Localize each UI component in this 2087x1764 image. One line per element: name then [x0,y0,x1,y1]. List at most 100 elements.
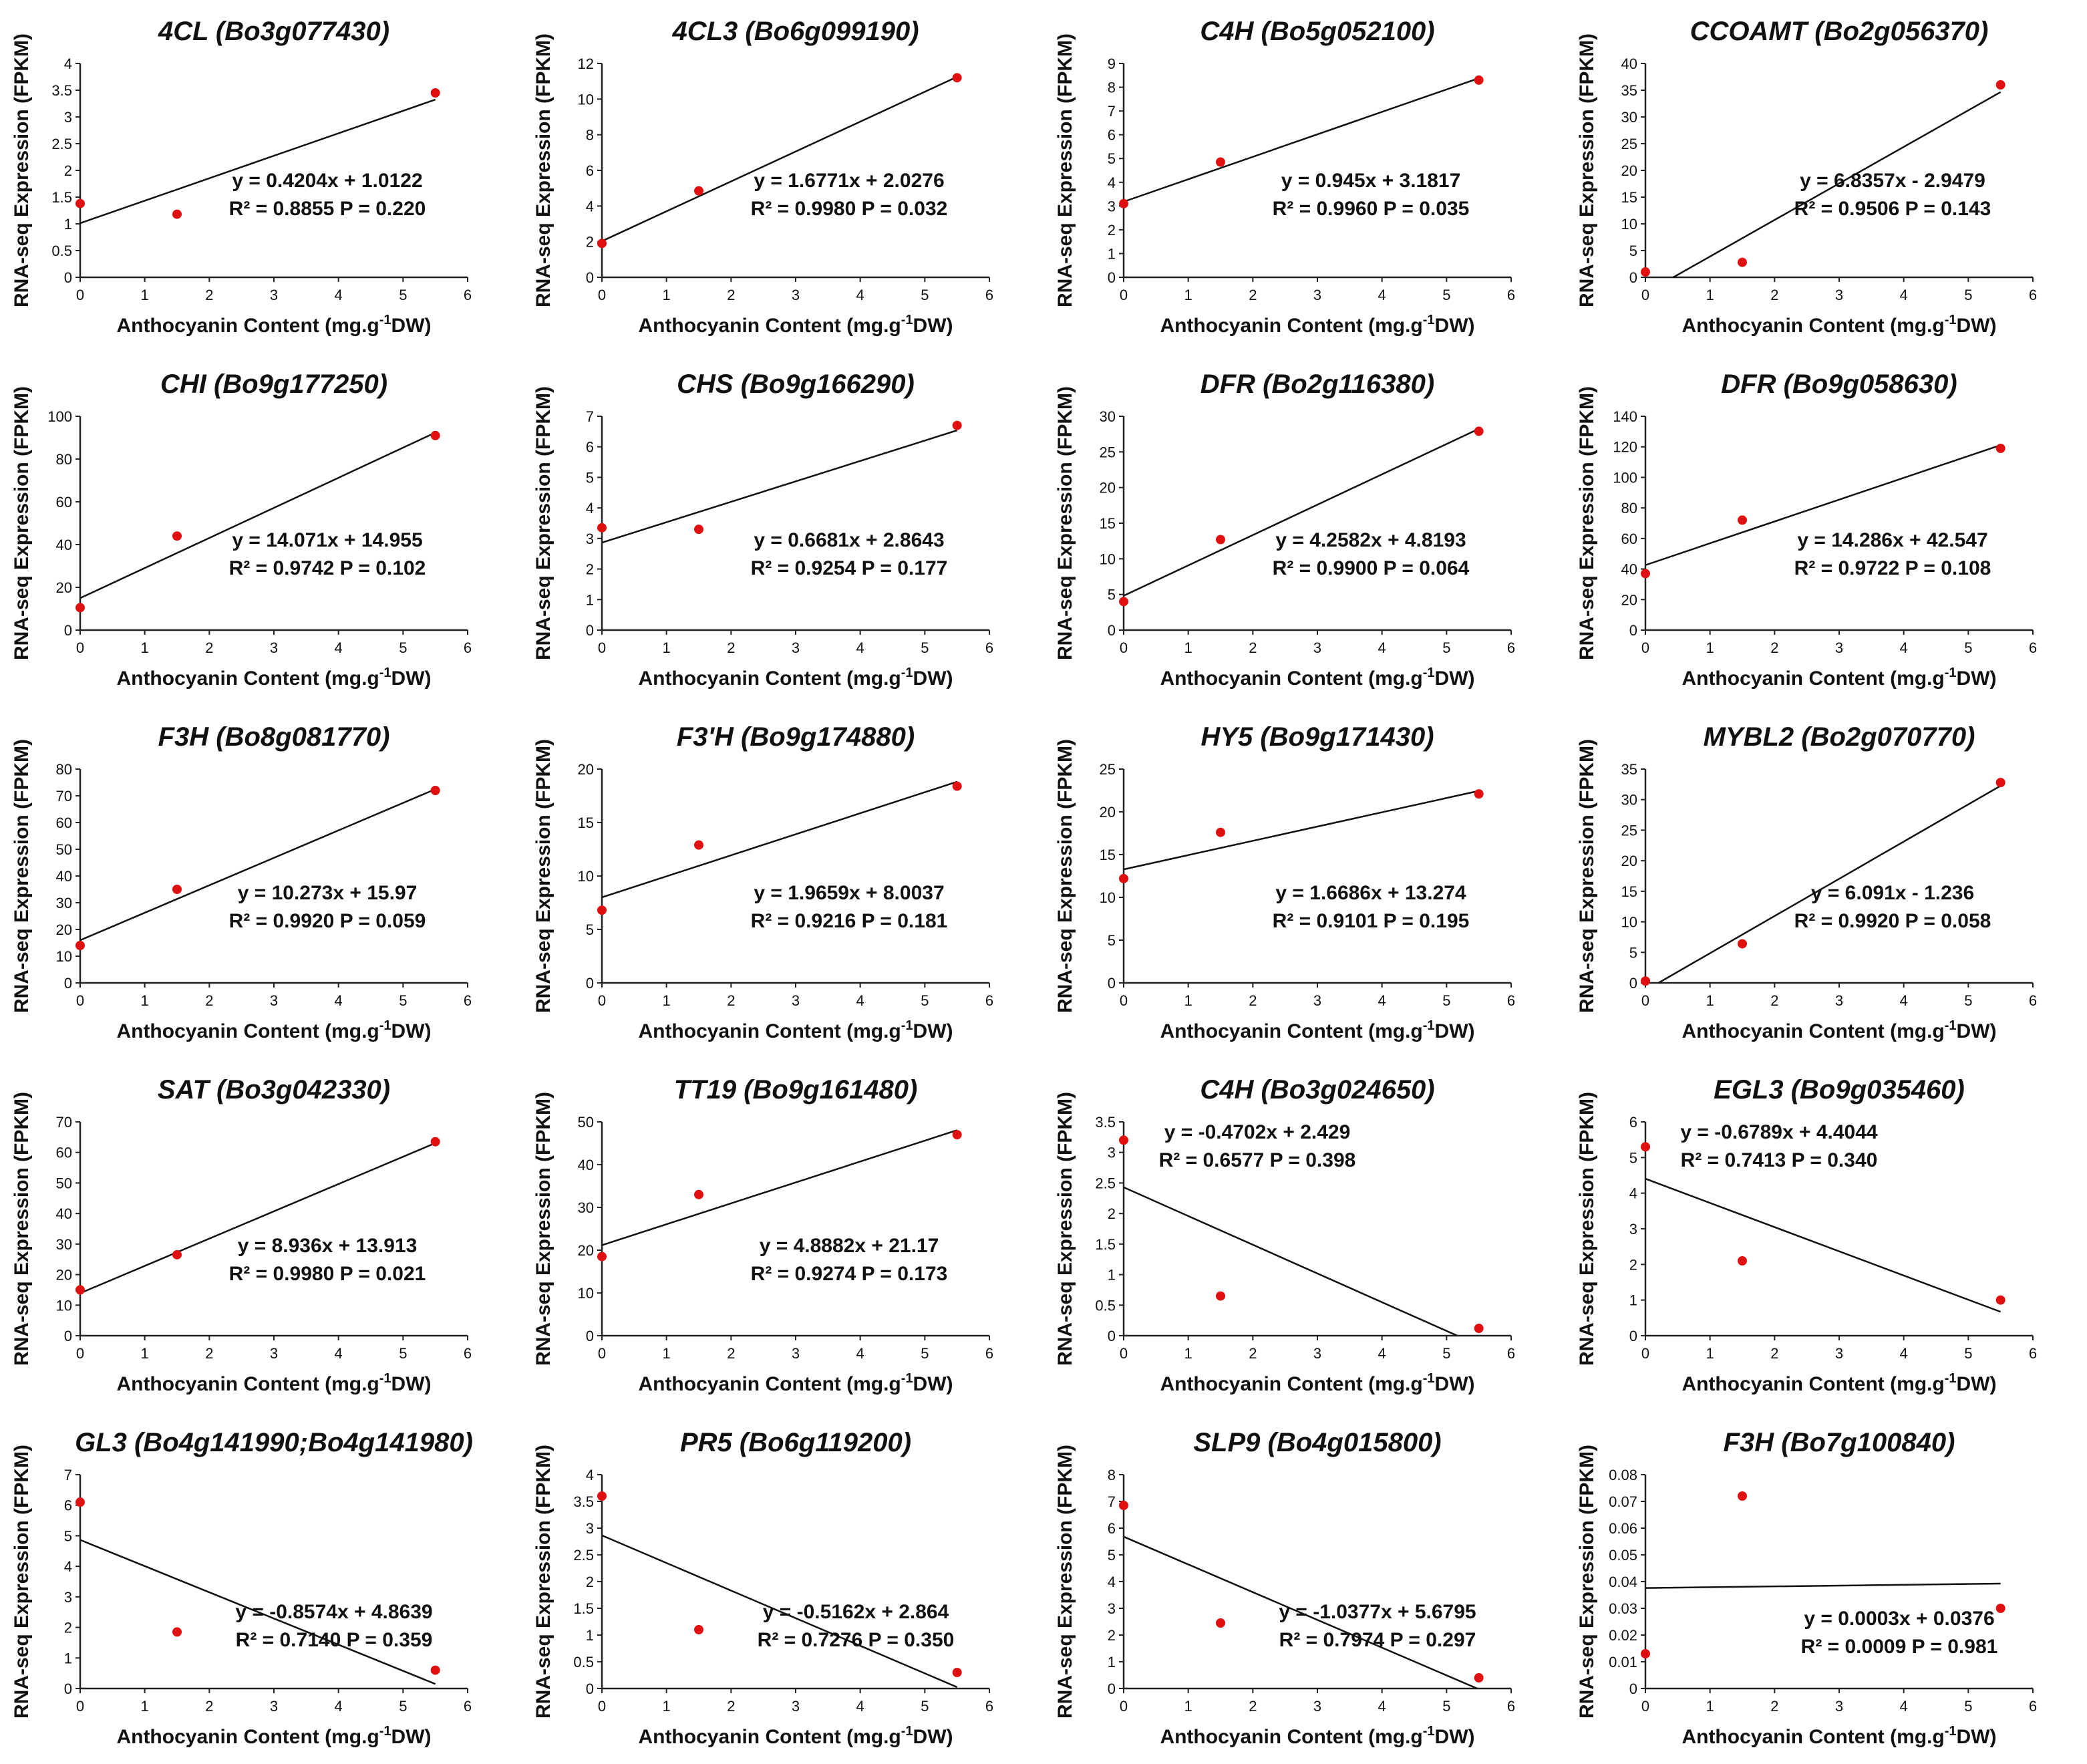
x-axis-label: Anthocyanin Content (mg.g-1DW) [638,1724,953,1748]
data-point [597,239,607,249]
x-tick-label: 2 [727,1345,735,1362]
x-tick-label: 5 [399,1345,407,1362]
x-tick-label: 5 [921,1345,929,1362]
x-tick-label: 4 [1900,639,1908,656]
y-tick-label: 50 [56,841,72,858]
x-tick-label: 5 [921,992,929,1009]
y-tick-label: 140 [1613,408,1637,425]
y-tick-label: 35 [1621,82,1637,99]
data-point [75,1497,85,1507]
chart-panel-11: HY5 (Bo9g171430) RNA-seq Expression (FPKM… [1054,722,1515,1042]
x-tick-label: 6 [2029,992,2037,1009]
x-axis-label: Anthocyanin Content (mg.g-1DW) [1681,1018,1996,1042]
regression-stats: R² = 0.9900 P = 0.064 [1273,557,1470,579]
y-tick-label: 2 [1108,1205,1116,1222]
y-tick-label: 6 [1108,127,1116,144]
x-tick-label: 4 [1378,992,1386,1009]
x-tick-label: 3 [1835,639,1843,656]
y-tick-label: 25 [1621,136,1637,152]
y-axis-label: RNA-seq Expression (FPKM) [532,33,554,307]
data-point [1216,1291,1225,1301]
chart-title: SLP9 (Bo4g015800) [1193,1428,1441,1457]
x-tick-label: 2 [205,1698,213,1715]
regression-stats: R² = 0.7974 P = 0.297 [1279,1629,1476,1651]
x-axis-label: Anthocyanin Content (mg.g-1DW) [116,666,431,690]
data-point [75,603,85,613]
y-tick-label: 3 [1108,1145,1116,1161]
y-tick-label: 0 [1629,975,1637,992]
y-axis-label: RNA-seq Expression (FPKM) [1054,33,1076,307]
x-tick-label: 6 [464,287,472,303]
x-tick-label: 3 [792,639,800,656]
x-tick-label: 5 [1442,1345,1450,1362]
data-point [1119,1135,1128,1145]
x-tick-label: 4 [1900,1345,1908,1362]
y-tick-label: 1 [64,216,72,233]
y-axis-label: RNA-seq Expression (FPKM) [11,1092,33,1366]
x-tick-label: 1 [1706,287,1714,303]
y-tick-label: 0.01 [1609,1654,1637,1670]
y-tick-label: 60 [1621,531,1637,547]
y-tick-label: 0 [1108,975,1116,992]
x-tick-label: 0 [1120,639,1128,656]
regression-line [79,788,436,941]
regression-stats: R² = 0.7276 P = 0.350 [758,1629,955,1651]
y-tick-label: 6 [64,1497,72,1514]
y-tick-label: 6 [1629,1114,1637,1131]
x-tick-label: 6 [464,1345,472,1362]
y-tick-label: 5 [586,921,594,938]
y-tick-label: 0.08 [1609,1467,1637,1483]
y-tick-label: 10 [1621,914,1637,931]
y-tick-label: 10 [56,1297,72,1314]
y-axis-label: RNA-seq Expression (FPKM) [1054,1092,1076,1366]
x-tick-label: 6 [985,992,993,1009]
chart-panel-7: DFR (Bo2g116380) RNA-seq Expression (FPKM… [1054,370,1515,690]
y-tick-label: 5 [1108,932,1116,949]
y-tick-label: 0.02 [1609,1627,1637,1644]
data-point [172,885,182,894]
data-point [952,1130,962,1140]
y-tick-label: 1 [1108,1654,1116,1670]
y-tick-label: 2 [64,162,72,179]
y-tick-label: 0.07 [1609,1493,1637,1510]
regression-equation: y = 14.071x + 14.955 [232,529,422,551]
y-tick-label: 0 [1108,269,1116,286]
x-tick-label: 1 [1184,992,1192,1009]
x-tick-label: 6 [985,1345,993,1362]
y-tick-label: 15 [1100,847,1116,863]
x-axis-label: Anthocyanin Content (mg.g-1DW) [638,666,953,690]
y-tick-label: 10 [578,1285,594,1302]
y-tick-label: 40 [56,1205,72,1222]
x-tick-label: 5 [1964,1345,1972,1362]
x-tick-label: 6 [1507,639,1515,656]
chart-title: C4H (Bo3g024650) [1200,1075,1434,1105]
data-point [1641,1142,1650,1152]
x-tick-label: 6 [2029,287,2037,303]
chart-panel-13: SAT (Bo3g042330) RNA-seq Expression (FPKM… [11,1075,472,1395]
y-tick-label: 3.5 [51,82,72,99]
x-tick-label: 0 [1120,992,1128,1009]
x-tick-label: 6 [985,639,993,656]
y-tick-label: 0.06 [1609,1520,1637,1537]
chart-title: F3H (Bo7g100840) [1724,1428,1955,1457]
y-tick-label: 40 [56,868,72,885]
x-tick-label: 4 [1378,287,1386,303]
data-point [1738,939,1747,949]
y-axis-label: RNA-seq Expression (FPKM) [1576,1092,1598,1366]
x-tick-label: 4 [1900,992,1908,1009]
y-tick-label: 60 [56,494,72,510]
x-tick-label: 2 [1770,287,1778,303]
data-point [1119,597,1128,607]
data-point [172,1250,182,1260]
x-tick-label: 3 [792,1345,800,1362]
x-tick-label: 0 [1120,287,1128,303]
x-tick-label: 5 [1964,1698,1972,1715]
x-tick-label: 6 [1507,287,1515,303]
regression-equation: y = 1.9659x + 8.0037 [754,882,944,904]
x-axis-label: Anthocyanin Content (mg.g-1DW) [1160,1018,1474,1042]
y-tick-label: 15 [1100,515,1116,532]
y-tick-label: 3 [1108,198,1116,214]
data-point [597,1491,607,1501]
x-tick-label: 1 [1706,1345,1714,1362]
data-point [694,525,703,535]
